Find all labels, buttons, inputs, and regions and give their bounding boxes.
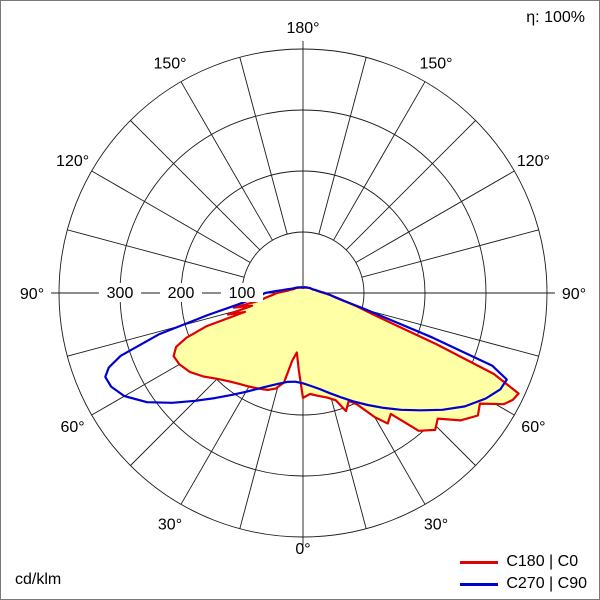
grid-spoke [239, 57, 288, 235]
angle-label-150: 150° [419, 56, 452, 73]
angle-label-30: 30° [158, 516, 182, 533]
legend: C180 | C0 C270 | C90 [460, 553, 587, 593]
radial-tick-chip [99, 283, 141, 302]
legend-line-red-icon [460, 560, 499, 564]
angle-label-120: 120° [517, 153, 550, 170]
unit-label: cd/klm [15, 571, 62, 588]
grid-spoke [355, 170, 515, 263]
grid-spoke [361, 308, 539, 357]
grid-spoke [180, 81, 273, 241]
angle-label-180: 180° [286, 20, 319, 37]
radial-tick-label-300: 300 [107, 285, 134, 302]
radial-tick-chip [221, 283, 263, 302]
efficiency-label: η: 100% [526, 9, 585, 26]
angle-label-0: 0° [295, 541, 310, 558]
radial-tick-label-100: 100 [229, 285, 256, 302]
curve-C270-C90 [104, 286, 508, 412]
angle-label-120: 120° [56, 153, 89, 170]
angle-label-150: 150° [153, 56, 186, 73]
legend-line-blue-icon [460, 582, 499, 586]
grid-spoke [130, 120, 261, 251]
angle-label-90: 90° [562, 286, 586, 303]
grid-spoke [345, 120, 476, 251]
grid-spoke [91, 170, 251, 263]
grid-spoke [361, 229, 539, 278]
grid-spoke [67, 308, 245, 357]
angle-label-90: 90° [20, 286, 44, 303]
grid-spoke [318, 57, 367, 235]
angle-label-60: 60° [521, 419, 545, 436]
legend-item-c270-c90: C270 | C90 [460, 575, 587, 593]
radial-tick-chip [160, 283, 202, 302]
grid-spoke [67, 229, 245, 278]
angle-label-30: 30° [424, 516, 448, 533]
radial-tick-label-200: 200 [168, 285, 195, 302]
angle-label-60: 60° [60, 419, 84, 436]
grid-spoke [333, 81, 426, 241]
legend-label-c180-c0: C180 | C0 [506, 553, 579, 570]
legend-label-c270-c90: C270 | C90 [506, 575, 587, 592]
legend-item-c180-c0: C180 | C0 [460, 553, 587, 571]
